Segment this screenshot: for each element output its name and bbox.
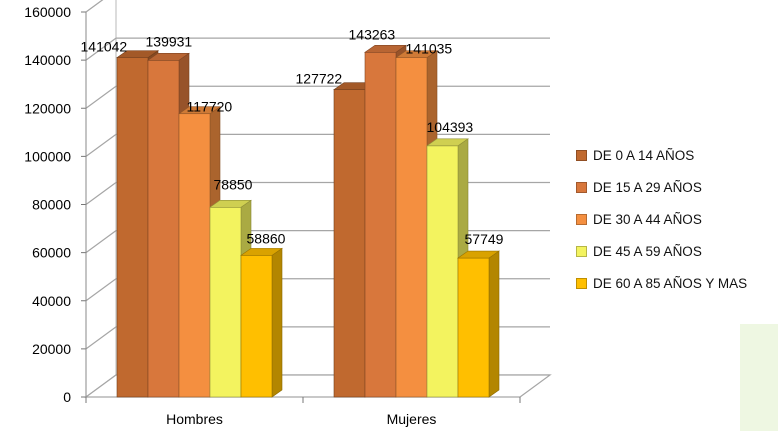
bar	[178, 113, 211, 398]
bar	[395, 57, 428, 398]
bar	[147, 59, 180, 398]
legend: DE 0 A 14 AÑOS DE 15 A 29 AÑOS DE 30 A 44 …	[576, 139, 747, 300]
bar-top	[457, 250, 500, 259]
y-tick-label: 160000	[24, 4, 71, 20]
data-label: 139931	[146, 33, 193, 49]
bar	[426, 145, 459, 398]
legend-item: DE 0 A 14 AÑOS	[576, 139, 747, 171]
y-tick-label: 80000	[32, 197, 71, 213]
legend-swatch	[576, 246, 587, 258]
bar-side	[488, 250, 500, 398]
data-label: 143263	[349, 26, 396, 42]
legend-item: DE 30 A 44 AÑOS	[576, 203, 747, 235]
legend-swatch	[576, 278, 587, 290]
x-axis: Hombres Mujeres	[85, 397, 521, 427]
bar-top	[395, 50, 438, 58]
gridline	[85, 37, 550, 61]
x-tick-label: Hombres	[166, 411, 223, 427]
data-label: 127722	[296, 71, 343, 87]
legend-label: DE 0 A 14 AÑOS	[593, 147, 695, 163]
legend-item: DE 45 A 59 AÑOS	[576, 236, 747, 268]
y-tick-label: 100000	[24, 148, 71, 164]
data-label: 57749	[465, 231, 504, 247]
bar-top	[426, 138, 469, 147]
y-tick-label: 20000	[32, 341, 71, 357]
legend-label: DE 30 A 44 AÑOS	[593, 211, 702, 227]
data-label: 141035	[406, 41, 453, 57]
gridline	[85, 0, 104, 13]
y-axis: 0 20000 40000 60000 80000 100000 120000 140000 1…	[24, 4, 87, 405]
bar-top	[240, 248, 283, 256]
data-label: 104393	[427, 119, 474, 135]
data-label: 117720	[187, 99, 233, 115]
data-label: 58860	[247, 230, 286, 246]
bar	[116, 57, 149, 398]
legend-swatch	[576, 149, 587, 161]
bar-top	[178, 106, 221, 115]
legend-swatch	[576, 181, 587, 193]
bar	[364, 51, 397, 398]
bar	[457, 257, 490, 398]
bar	[240, 255, 273, 398]
legend-label: DE 15 A 29 AÑOS	[593, 179, 702, 195]
y-tick-label: 0	[63, 389, 71, 405]
bar-top	[209, 199, 252, 208]
data-label: 141042	[81, 39, 128, 55]
legend-item: DE 15 A 29 AÑOS	[576, 171, 747, 203]
legend-label: DE 45 A 59 AÑOS	[593, 244, 702, 260]
legend-item: DE 60 A 85 AÑOS Y MAS	[576, 268, 747, 300]
x-tick-label: Mujeres	[387, 411, 437, 427]
bar-top	[147, 52, 190, 61]
bar	[209, 206, 242, 398]
bar-top	[364, 44, 407, 53]
legend-swatch	[576, 213, 587, 225]
decorative-panel	[740, 324, 778, 431]
bar	[333, 89, 366, 398]
y-tick-label: 40000	[32, 293, 71, 309]
legend-label: DE 60 A 85 AÑOS Y MAS	[593, 276, 748, 292]
bar-top	[116, 50, 159, 58]
data-label: 78850	[214, 176, 253, 192]
bar-side	[271, 247, 283, 398]
data-labels: 141042 139931 117720 78850 58860 127722 143263…	[81, 26, 504, 247]
y-tick-label: 140000	[24, 52, 71, 68]
bars	[116, 44, 500, 398]
y-tick-label: 60000	[32, 245, 71, 261]
y-tick-label: 120000	[24, 100, 71, 116]
